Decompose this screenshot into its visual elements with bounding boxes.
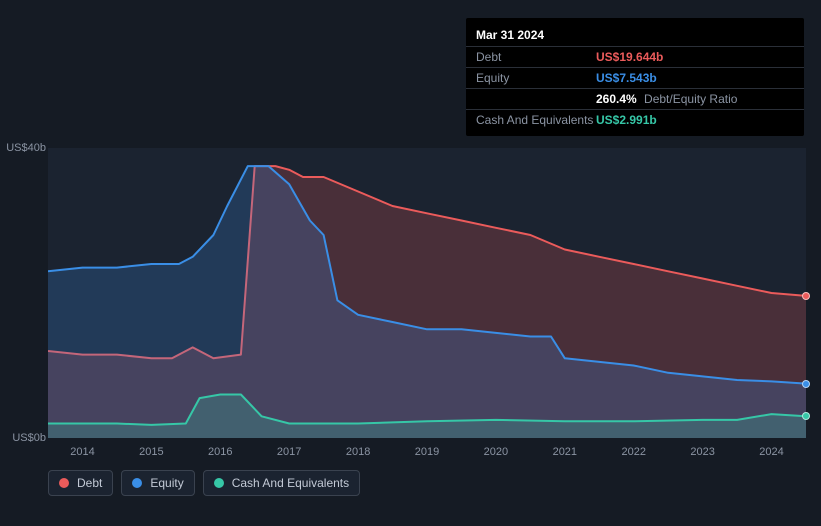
legend-item[interactable]: Cash And Equivalents bbox=[203, 470, 360, 496]
legend-label: Debt bbox=[77, 476, 102, 490]
x-axis-label: 2018 bbox=[346, 446, 370, 458]
tooltip-value: US$7.543b bbox=[596, 71, 657, 85]
x-axis-label: 2023 bbox=[690, 446, 714, 458]
financial-history-chart: US$0bUS$40b 2014 2015 2016 2017 2018 2019 2020… bbox=[16, 118, 806, 508]
tooltip-value: 260.4% Debt/Equity Ratio bbox=[596, 92, 737, 106]
series-end-marker bbox=[802, 292, 810, 300]
tooltip-label bbox=[476, 92, 596, 106]
series-end-marker bbox=[802, 380, 810, 388]
x-axis-label: 2022 bbox=[621, 446, 645, 458]
x-axis-label: 2020 bbox=[484, 446, 508, 458]
x-axis-label: 2019 bbox=[415, 446, 439, 458]
legend-swatch bbox=[214, 478, 224, 488]
y-axis: US$0bUS$40b bbox=[16, 118, 48, 508]
chart-plot-area[interactable] bbox=[48, 148, 806, 438]
x-axis-label: 2021 bbox=[553, 446, 577, 458]
tooltip-date: Mar 31 2024 bbox=[466, 24, 804, 46]
tooltip-row: 260.4% Debt/Equity Ratio bbox=[466, 88, 804, 109]
tooltip-row: EquityUS$7.543b bbox=[466, 67, 804, 88]
legend-label: Cash And Equivalents bbox=[232, 476, 349, 490]
legend-item[interactable]: Equity bbox=[121, 470, 194, 496]
y-axis-label: US$0b bbox=[12, 432, 46, 444]
legend-label: Equity bbox=[150, 476, 183, 490]
tooltip-extra: Debt/Equity Ratio bbox=[641, 92, 738, 106]
series-end-marker bbox=[802, 412, 810, 420]
tooltip-label: Equity bbox=[476, 71, 596, 85]
x-axis-label: 2017 bbox=[277, 446, 301, 458]
chart-legend: Debt Equity Cash And Equivalents bbox=[48, 470, 360, 496]
x-axis-label: 2024 bbox=[759, 446, 783, 458]
x-axis-label: 2014 bbox=[70, 446, 94, 458]
tooltip-row: DebtUS$19.644b bbox=[466, 46, 804, 67]
x-axis: 2014 2015 2016 2017 2018 2019 2020 2021 2022 2023… bbox=[48, 442, 806, 462]
legend-item[interactable]: Debt bbox=[48, 470, 113, 496]
tooltip-value: US$19.644b bbox=[596, 50, 663, 64]
y-axis-label: US$40b bbox=[6, 142, 46, 154]
legend-swatch bbox=[132, 478, 142, 488]
x-axis-label: 2015 bbox=[139, 446, 163, 458]
tooltip-label: Debt bbox=[476, 50, 596, 64]
legend-swatch bbox=[59, 478, 69, 488]
x-axis-label: 2016 bbox=[208, 446, 232, 458]
